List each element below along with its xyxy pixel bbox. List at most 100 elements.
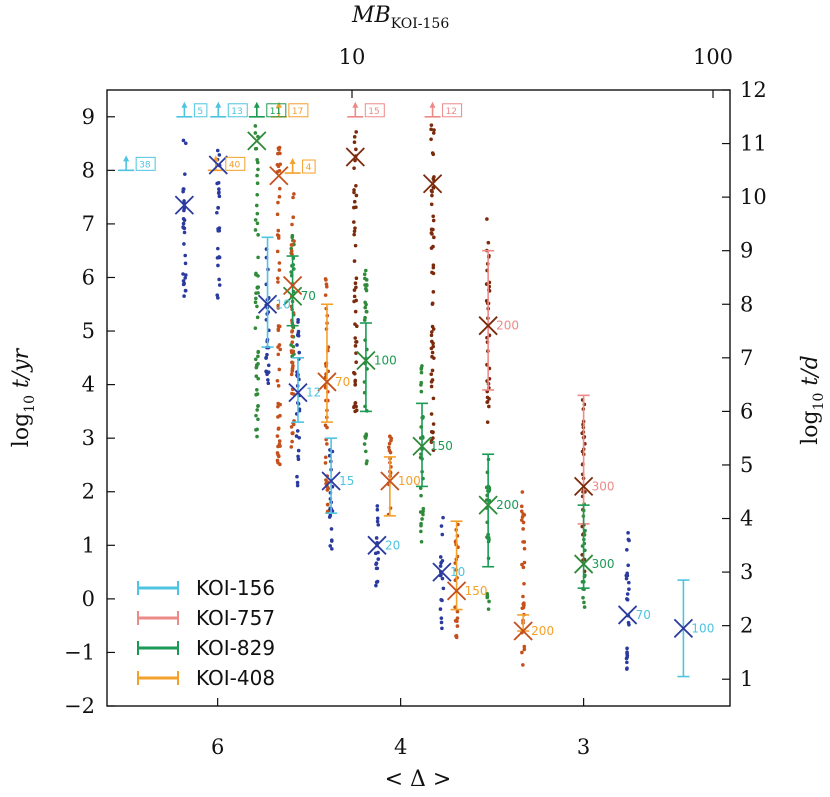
data-dot bbox=[626, 620, 631, 625]
legend-label: KOI-757 bbox=[196, 606, 275, 630]
annotation-labels-layer: 38 5 13 10 12 15 20 10 70 100 15 12 200 300 11 70 100 150… bbox=[135, 103, 714, 638]
data-dot bbox=[625, 660, 629, 665]
data-dot bbox=[521, 663, 525, 667]
limit-label-box bbox=[302, 159, 316, 174]
data-dot bbox=[291, 195, 295, 200]
data-dot bbox=[266, 381, 271, 386]
data-dot bbox=[255, 285, 260, 289]
data-dot bbox=[216, 263, 220, 268]
data-dot bbox=[323, 461, 328, 465]
point-label: 300 bbox=[592, 557, 615, 571]
data-dot bbox=[276, 228, 281, 233]
data-dot bbox=[296, 457, 301, 462]
data-dot bbox=[354, 276, 359, 281]
data-dot bbox=[438, 607, 443, 611]
data-dot bbox=[419, 521, 423, 526]
data-dot bbox=[353, 336, 358, 340]
limit-label-box bbox=[225, 156, 246, 171]
data-dot bbox=[429, 127, 433, 132]
data-dot bbox=[364, 288, 369, 293]
data-dot bbox=[431, 218, 436, 223]
data-dot bbox=[277, 324, 282, 329]
data-dot bbox=[352, 232, 356, 237]
data-dot bbox=[290, 329, 294, 334]
data-dot bbox=[520, 515, 525, 519]
data-dot bbox=[521, 594, 525, 599]
data-dot bbox=[429, 137, 433, 142]
data-dot bbox=[277, 343, 282, 347]
median-marker-stroke bbox=[412, 436, 432, 456]
point-label: 10 bbox=[276, 297, 291, 311]
data-dot bbox=[323, 293, 328, 297]
data-dot bbox=[485, 217, 489, 221]
data-dot bbox=[275, 378, 280, 383]
data-dot bbox=[625, 646, 629, 651]
data-dot bbox=[217, 190, 221, 195]
data-dot bbox=[430, 193, 434, 198]
y-left-axis-title-sub: 10 bbox=[22, 395, 38, 413]
data-dot bbox=[522, 601, 526, 605]
data-dot bbox=[296, 448, 301, 453]
lower-limit-arrow-head bbox=[352, 101, 359, 108]
limit-label: 40 bbox=[229, 160, 241, 170]
data-dot bbox=[431, 290, 436, 294]
y-left-axis-title-rest: t/yr bbox=[9, 347, 34, 395]
lower-limit-arrow-head bbox=[275, 101, 282, 108]
data-dot bbox=[487, 404, 491, 409]
data-dot bbox=[429, 202, 434, 207]
median-marker-stroke bbox=[174, 195, 195, 215]
data-dot bbox=[276, 352, 281, 357]
data-dot bbox=[520, 490, 525, 494]
data-dot bbox=[430, 354, 434, 359]
data-dot bbox=[624, 576, 629, 581]
data-dot bbox=[375, 566, 380, 571]
data-dot bbox=[182, 230, 187, 235]
point-label: 10 bbox=[450, 565, 465, 579]
y-left-tick-label: 3 bbox=[82, 426, 95, 450]
data-dot bbox=[325, 488, 330, 492]
data-dot bbox=[431, 396, 436, 401]
data-dot bbox=[255, 193, 260, 197]
median-marker-stroke bbox=[208, 155, 228, 175]
plot-frame bbox=[106, 89, 731, 707]
data-dot bbox=[217, 226, 222, 230]
data-dot bbox=[429, 346, 434, 351]
data-dot bbox=[352, 199, 357, 204]
data-dot bbox=[255, 211, 260, 216]
y-left-tick-label: 4 bbox=[82, 373, 95, 397]
data-dot bbox=[431, 448, 436, 452]
median-marker-stroke bbox=[573, 554, 594, 574]
data-dot bbox=[181, 279, 186, 283]
data-dot bbox=[429, 412, 434, 416]
data-dot bbox=[487, 599, 491, 604]
data-dot bbox=[278, 151, 282, 156]
data-dot bbox=[291, 344, 296, 349]
data-dot bbox=[183, 253, 188, 258]
data-dot bbox=[430, 270, 434, 275]
data-dot bbox=[290, 369, 295, 373]
data-dot bbox=[325, 442, 329, 446]
data-dot bbox=[521, 565, 526, 570]
data-dot bbox=[182, 242, 186, 246]
data-dot bbox=[215, 293, 220, 297]
y-right-tick-label: 2 bbox=[740, 614, 753, 638]
data-dot bbox=[325, 502, 330, 507]
data-dot bbox=[626, 563, 631, 568]
lower-limit-arrow-head bbox=[181, 101, 188, 108]
data-dot bbox=[217, 283, 222, 287]
data-dot bbox=[289, 349, 294, 353]
median-marker-stroke bbox=[446, 581, 467, 601]
data-dot bbox=[216, 296, 220, 300]
data-dot bbox=[329, 527, 334, 531]
lower-limit-arrow-head bbox=[289, 158, 296, 165]
y-left-axis-title: log10 t/yr bbox=[9, 347, 38, 447]
data-dot bbox=[520, 562, 524, 567]
data-dot bbox=[216, 205, 220, 210]
lower-limit-arrow-head bbox=[215, 101, 222, 108]
data-dot bbox=[277, 194, 282, 199]
y-right-tick-label: 11 bbox=[740, 132, 767, 156]
point-label: 200 bbox=[496, 319, 519, 333]
data-dot bbox=[430, 330, 434, 334]
median-marker-stroke bbox=[321, 471, 341, 491]
data-dot bbox=[353, 309, 358, 314]
